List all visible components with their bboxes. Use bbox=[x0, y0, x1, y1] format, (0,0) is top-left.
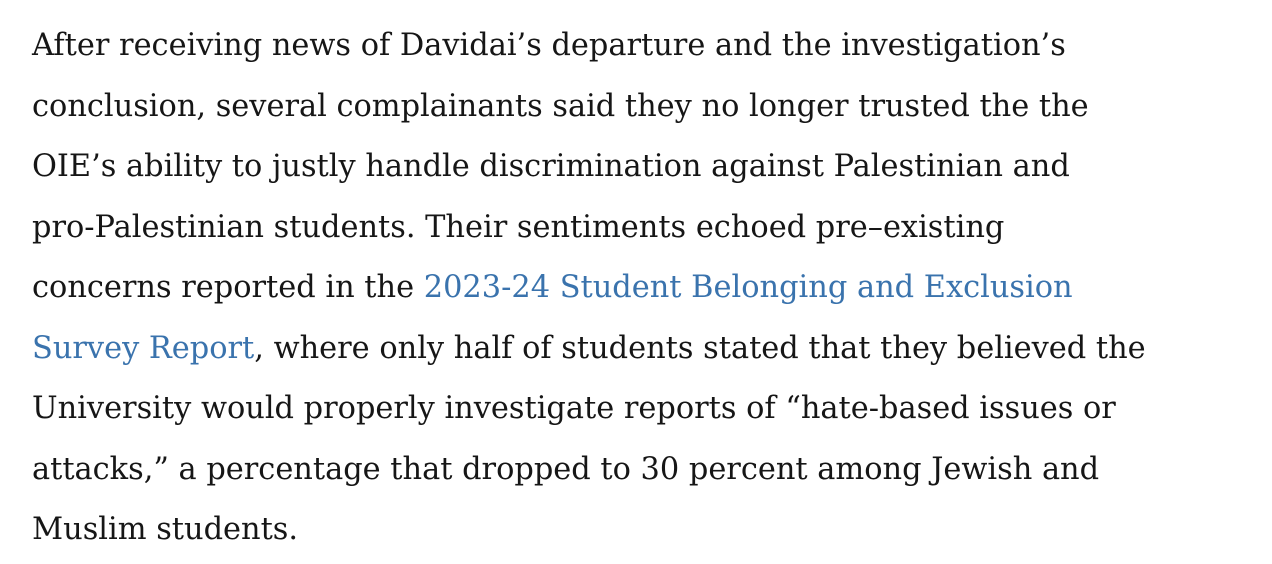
paragraph-line-2: conclusion, several complainants said th… bbox=[32, 88, 1089, 124]
paragraph-line-6: Survey Report, where only half of studen… bbox=[32, 319, 1247, 380]
paragraph-line-7: University would properly investigate re… bbox=[32, 391, 1116, 426]
line-6-text: , where only half of students stated tha… bbox=[254, 330, 1146, 366]
survey-report-link-continued[interactable]: Survey Report bbox=[32, 330, 255, 366]
paragraph-line-5: concerns reported in the 2023-24 Student… bbox=[32, 258, 1247, 319]
line-5-text: concerns reported in the bbox=[32, 270, 424, 305]
paragraph-line-3: OIE’s ability to justly handle discrimin… bbox=[32, 149, 1070, 184]
paragraph-line-8: attacks,” a percentage that dropped to 3… bbox=[32, 451, 1100, 487]
paragraph-line-1: After receiving news of Davidai’s depart… bbox=[32, 28, 1066, 63]
paragraph-line-4: pro-Palestinian students. Their sentimen… bbox=[32, 209, 1005, 245]
article-paragraph: After receiving news of Davidai’s depart… bbox=[32, 16, 1247, 561]
paragraph-line-9: Muslim students. bbox=[32, 512, 299, 547]
survey-report-link[interactable]: 2023-24 Student Belonging and Exclusion bbox=[423, 270, 1073, 305]
